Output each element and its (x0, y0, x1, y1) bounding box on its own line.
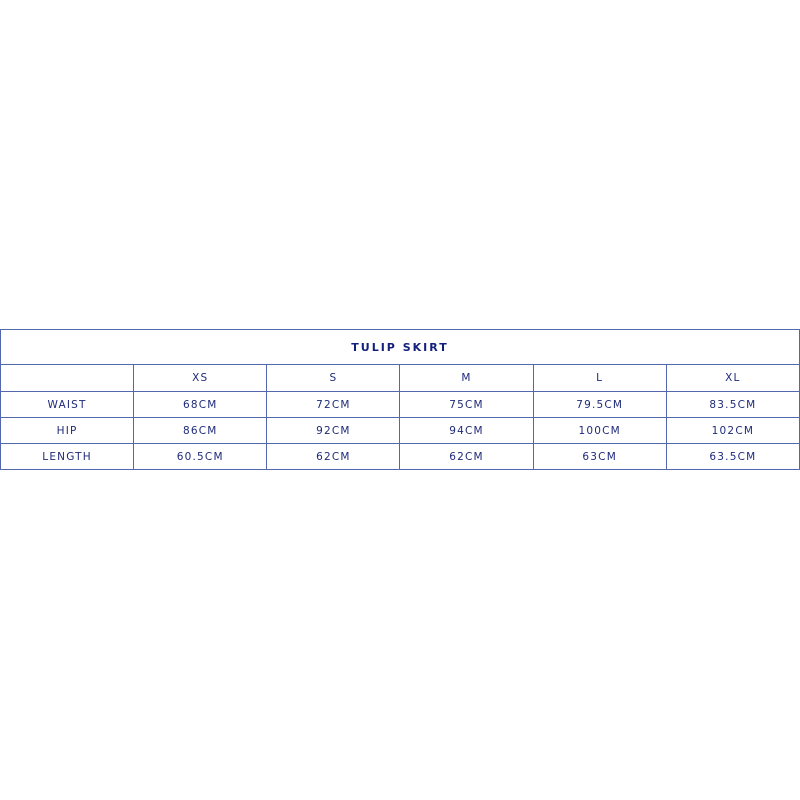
table-cell: 60.5CM (133, 443, 268, 470)
table-cell: 63.5CM (665, 443, 800, 470)
table-cell: 92CM (266, 417, 401, 444)
table-cell: 79.5CM (532, 391, 667, 418)
size-header-row: XS S M L XL (0, 364, 800, 392)
size-header: M (399, 364, 534, 392)
title-row: TULIP SKIRT (0, 329, 800, 365)
table-cell: 83.5CM (665, 391, 800, 418)
table-cell: 62CM (399, 443, 534, 470)
row-label: HIP (0, 417, 135, 444)
size-header: L (532, 364, 667, 392)
table-row-waist: WAIST 68CM 72CM 75CM 79.5CM 83.5CM (0, 391, 800, 418)
table-cell: 75CM (399, 391, 534, 418)
table-cell: 94CM (399, 417, 534, 444)
table-row-hip: HIP 86CM 92CM 94CM 100CM 102CM (0, 417, 800, 444)
table-cell: 68CM (133, 391, 268, 418)
size-header: XS (133, 364, 268, 392)
table-cell: 100CM (532, 417, 667, 444)
table-title: TULIP SKIRT (0, 329, 800, 365)
table-cell: 63CM (532, 443, 667, 470)
table-cell: 102CM (665, 417, 800, 444)
size-header: XL (665, 364, 800, 392)
table-cell: 62CM (266, 443, 401, 470)
empty-corner-cell (0, 364, 135, 392)
row-label: WAIST (0, 391, 135, 418)
row-label: LENGTH (0, 443, 135, 470)
table-cell: 86CM (133, 417, 268, 444)
size-chart-table: TULIP SKIRT XS S M L XL WAIST 68CM 72CM … (0, 329, 800, 470)
table-cell: 72CM (266, 391, 401, 418)
size-header: S (266, 364, 401, 392)
table-row-length: LENGTH 60.5CM 62CM 62CM 63CM 63.5CM (0, 443, 800, 470)
